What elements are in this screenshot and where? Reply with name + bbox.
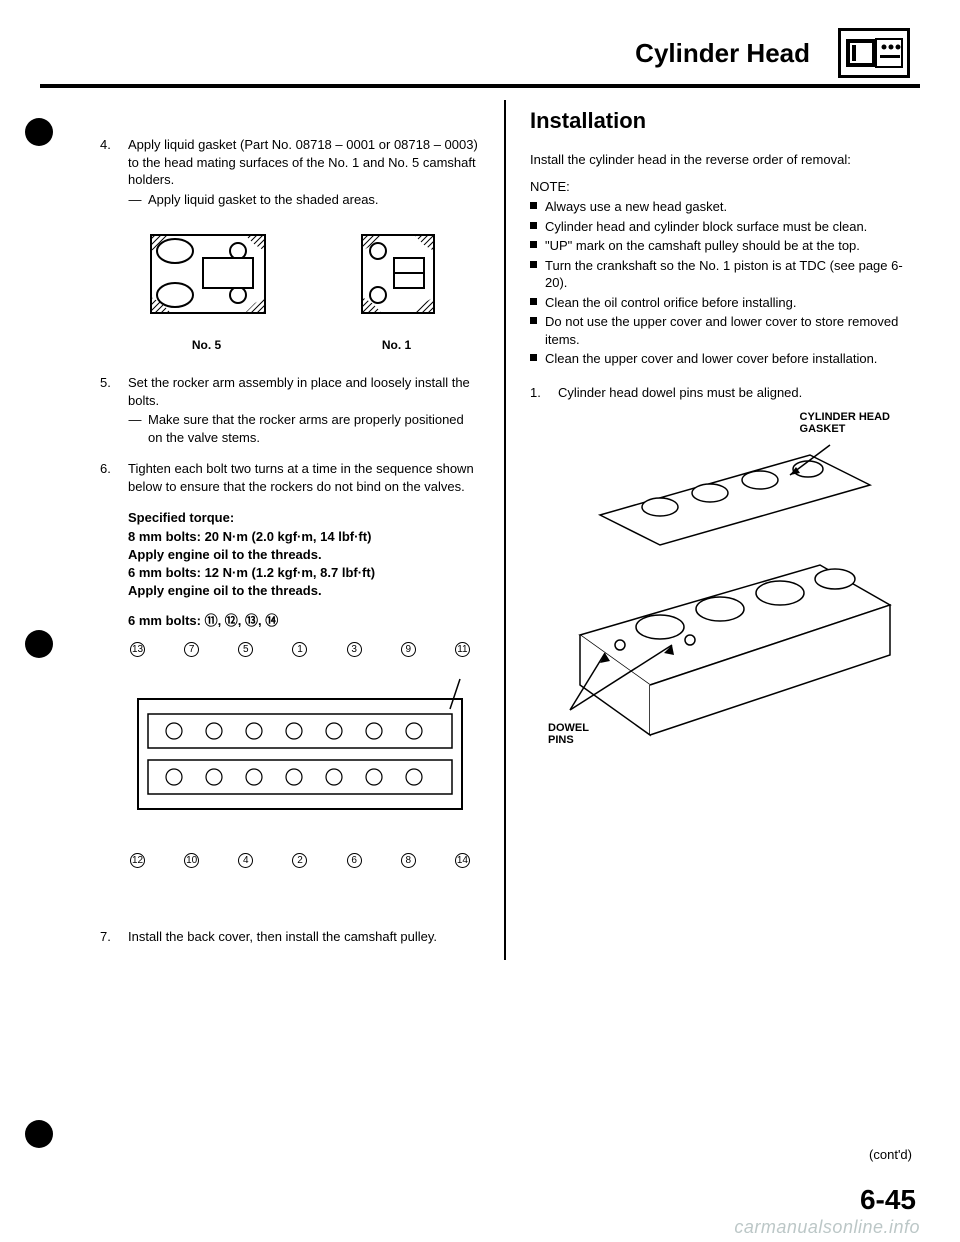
holder-no1-diagram (355, 222, 439, 332)
brand-icon (838, 28, 910, 78)
page-number: 6-45 (860, 1184, 916, 1216)
torque-line: 6 mm bolts: 12 N·m (1.2 kgf·m, 8.7 lbf·f… (128, 564, 480, 582)
step-text: Apply liquid gasket (Part No. 08718 – 00… (128, 137, 478, 187)
note-item: Always use a new head gasket. (545, 198, 727, 216)
step-text: Tighten each bolt two turns at a time in… (128, 460, 480, 495)
margin-dot (25, 630, 53, 658)
step-text: Install the back cover, then install the… (128, 928, 480, 946)
seq-top-row: 13 7 5 1 3 9 11 (130, 642, 470, 657)
dowel-label: DOWEL PINS (548, 722, 589, 746)
intro-text: Install the cylinder head in the reverse… (530, 152, 920, 167)
left-column: 4. Apply liquid gasket (Part No. 08718 –… (40, 100, 480, 960)
torque-title: Specified torque: (128, 509, 480, 527)
margin-dot (25, 118, 53, 146)
header-rule (40, 84, 920, 88)
step-number: 7. (100, 928, 118, 946)
step-text: Set the rocker arm assembly in place and… (128, 375, 470, 408)
note-item: Turn the crankshaft so the No. 1 piston … (545, 257, 920, 292)
cylinder-head-diagram: CYLINDER HEAD GASKET (530, 415, 920, 750)
step-text: Cylinder head dowel pins must be aligned… (558, 384, 920, 402)
note-item: Clean the upper cover and lower cover be… (545, 350, 877, 368)
bolt-sequence-diagram: 13 7 5 1 3 9 11 12 10 4 2 6 8 14 (120, 639, 480, 868)
note-item: Do not use the upper cover and lower cov… (545, 313, 920, 348)
substep-text: Apply liquid gasket to the shaded areas. (148, 191, 379, 209)
substep-text: Make sure that the rocker arms are prope… (148, 411, 480, 446)
note-label: NOTE: (530, 179, 920, 194)
six-mm-bolts-label: 6 mm bolts: ⑪, ⑫, ⑬, ⑭ (128, 610, 480, 629)
page-header: Cylinder Head (40, 28, 920, 78)
page-title: Cylinder Head (635, 38, 810, 69)
note-list: Always use a new head gasket. Cylinder h… (530, 198, 920, 368)
torque-line: Apply engine oil to the threads. (128, 582, 480, 600)
note-item: "UP" mark on the camshaft pulley should … (545, 237, 860, 255)
section-title: Installation (530, 108, 920, 134)
watermark: carmanualsonline.info (734, 1217, 920, 1238)
step-5: 5. Set the rocker arm assembly in place … (100, 374, 480, 446)
camshaft-holder-figures: No. 5 No. 1 (100, 222, 480, 352)
step-6: 6. Tighten each bolt two turns at a time… (100, 460, 480, 495)
figure-caption: No. 5 (192, 338, 221, 352)
right-step-1: 1. Cylinder head dowel pins must be alig… (530, 384, 920, 402)
figure-caption: No. 1 (382, 338, 411, 352)
note-item: Cylinder head and cylinder block surface… (545, 218, 867, 236)
note-item: Clean the oil control orifice before ins… (545, 294, 796, 312)
step-number: 4. (100, 136, 118, 208)
dash: — (128, 411, 142, 446)
column-divider (504, 100, 506, 960)
torque-line: 8 mm bolts: 20 N·m (2.0 kgf·m, 14 lbf·ft… (128, 528, 480, 546)
right-column: Installation Install the cylinder head i… (530, 100, 920, 960)
torque-line: Apply engine oil to the threads. (128, 546, 480, 564)
step-number: 6. (100, 460, 118, 495)
dash: — (128, 191, 142, 209)
seq-bottom-row: 12 10 4 2 6 8 14 (130, 853, 470, 868)
contd-label: (cont'd) (869, 1147, 912, 1162)
step-number: 5. (100, 374, 118, 446)
step-7: 7. Install the back cover, then install … (100, 928, 480, 946)
holder-no5-diagram (142, 222, 272, 332)
gasket-label: CYLINDER HEAD GASKET (800, 411, 890, 435)
margin-dot (25, 1120, 53, 1148)
step-4: 4. Apply liquid gasket (Part No. 08718 –… (100, 136, 480, 208)
step-number: 1. (530, 384, 548, 402)
torque-spec: Specified torque: 8 mm bolts: 20 N·m (2.… (128, 509, 480, 600)
